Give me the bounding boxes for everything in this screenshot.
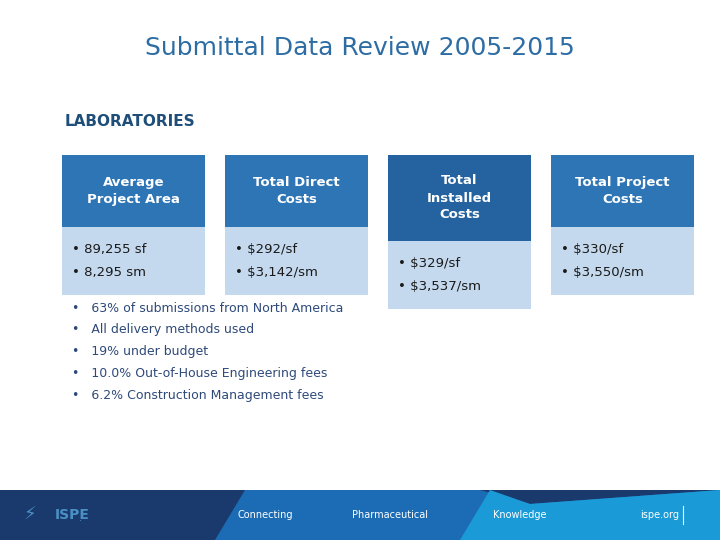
- Text: Pharmaceutical: Pharmaceutical: [352, 510, 428, 520]
- Text: •   10.0% Out-of-House Engineering fees: • 10.0% Out-of-House Engineering fees: [72, 368, 328, 381]
- FancyBboxPatch shape: [551, 227, 694, 295]
- FancyBboxPatch shape: [0, 490, 720, 540]
- Text: Total Direct
Costs: Total Direct Costs: [253, 176, 340, 206]
- Text: Total Project
Costs: Total Project Costs: [575, 176, 670, 206]
- Text: ⚡: ⚡: [24, 506, 36, 524]
- Text: ISPE: ISPE: [55, 508, 90, 522]
- Text: • 8,295 sm: • 8,295 sm: [72, 266, 146, 279]
- Text: • $3,550/sm: • $3,550/sm: [561, 266, 644, 279]
- FancyBboxPatch shape: [225, 155, 368, 227]
- Text: Knowledge: Knowledge: [493, 510, 546, 520]
- Text: • $292/sf: • $292/sf: [235, 243, 297, 256]
- Text: ispe.org: ispe.org: [641, 510, 680, 520]
- Text: Average
Project Area: Average Project Area: [87, 176, 180, 206]
- Text: • $3,537/sm: • $3,537/sm: [398, 280, 481, 293]
- Text: • $329/sf: • $329/sf: [398, 257, 460, 270]
- Text: •   All delivery methods used: • All delivery methods used: [72, 323, 254, 336]
- Polygon shape: [215, 490, 720, 540]
- Text: • $330/sf: • $330/sf: [561, 243, 623, 256]
- Text: LABORATORIES: LABORATORIES: [65, 114, 196, 130]
- Text: • $3,142/sm: • $3,142/sm: [235, 266, 318, 279]
- FancyBboxPatch shape: [62, 155, 205, 227]
- FancyBboxPatch shape: [551, 155, 694, 227]
- Text: Total
Installed
Costs: Total Installed Costs: [427, 174, 492, 221]
- Text: •   19% under budget: • 19% under budget: [72, 346, 208, 359]
- Text: Connecting: Connecting: [238, 510, 293, 520]
- Text: •   6.2% Construction Management fees: • 6.2% Construction Management fees: [72, 389, 323, 402]
- FancyBboxPatch shape: [388, 155, 531, 241]
- FancyBboxPatch shape: [62, 227, 205, 295]
- Polygon shape: [460, 490, 720, 540]
- Text: •   63% of submissions from North America: • 63% of submissions from North America: [72, 301, 343, 314]
- Text: Submittal Data Review 2005-2015: Submittal Data Review 2005-2015: [145, 36, 575, 60]
- FancyBboxPatch shape: [225, 227, 368, 295]
- FancyBboxPatch shape: [388, 241, 531, 309]
- Text: • 89,255 sf: • 89,255 sf: [72, 243, 146, 256]
- Text: .: .: [79, 513, 82, 523]
